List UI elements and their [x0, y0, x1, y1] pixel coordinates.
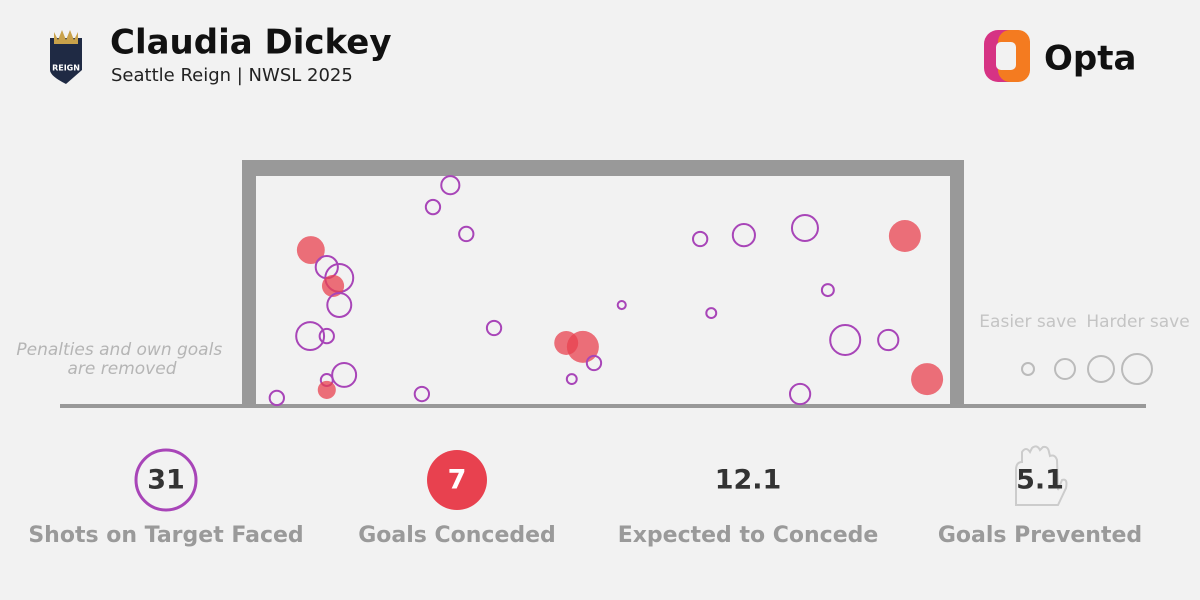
shot	[829, 323, 862, 356]
glove-icon	[1015, 445, 1068, 506]
shot	[458, 225, 475, 243]
shot	[705, 307, 718, 320]
brand-logo: Opta	[984, 30, 1136, 82]
shot	[585, 354, 603, 372]
svg-text:REIGN: REIGN	[52, 64, 80, 73]
stat-label: Goals Conceded	[358, 523, 556, 548]
goal	[888, 220, 921, 253]
size-legend	[1021, 353, 1153, 385]
goal	[566, 330, 599, 363]
goal-frame	[60, 160, 1146, 408]
shot	[877, 328, 900, 352]
brand: Opta	[1044, 39, 1136, 79]
note: Penalties and own goals are removed	[16, 340, 227, 379]
shot	[790, 213, 819, 242]
stat-label: Shots on Target Faced	[28, 523, 303, 548]
shot	[731, 223, 756, 248]
shot	[318, 327, 335, 345]
shot	[440, 175, 461, 196]
shot	[295, 321, 326, 352]
goal	[317, 380, 336, 399]
goal	[296, 236, 325, 265]
legend-harder: Harder save	[1086, 312, 1189, 332]
shot	[485, 319, 503, 337]
stat-label: Goals Prevented	[938, 523, 1142, 548]
shots	[268, 175, 944, 407]
note-text: Penalties and own goals	[16, 340, 222, 360]
stat-value: 31	[147, 465, 185, 496]
stat-disc	[427, 450, 487, 510]
stat-ring	[134, 448, 198, 512]
title: Claudia Dickey	[110, 23, 391, 63]
shot	[565, 373, 578, 386]
shot	[413, 385, 431, 403]
shot	[424, 198, 442, 216]
goal	[911, 363, 944, 396]
note-text-2: are removed	[68, 359, 177, 379]
shot	[268, 389, 285, 407]
stats: 31 Shots on Target Faced 7 Goals Conceded 12…	[28, 445, 1142, 548]
subtitle: Seattle Reign | NWSL 2025	[111, 65, 353, 86]
shot	[331, 361, 358, 388]
shot	[326, 292, 353, 319]
shot	[788, 382, 812, 406]
stat-value: 12.1	[715, 465, 782, 496]
club-badge: REIGN	[50, 30, 82, 84]
stat-value: 5.1	[1016, 465, 1064, 496]
legend-easier: Easier save	[979, 312, 1076, 332]
stat-value: 7	[448, 465, 467, 496]
shot	[692, 230, 709, 248]
shot	[616, 299, 627, 311]
stat-label: Expected to Concede	[618, 523, 879, 548]
goal	[321, 274, 345, 298]
shot	[820, 283, 835, 298]
